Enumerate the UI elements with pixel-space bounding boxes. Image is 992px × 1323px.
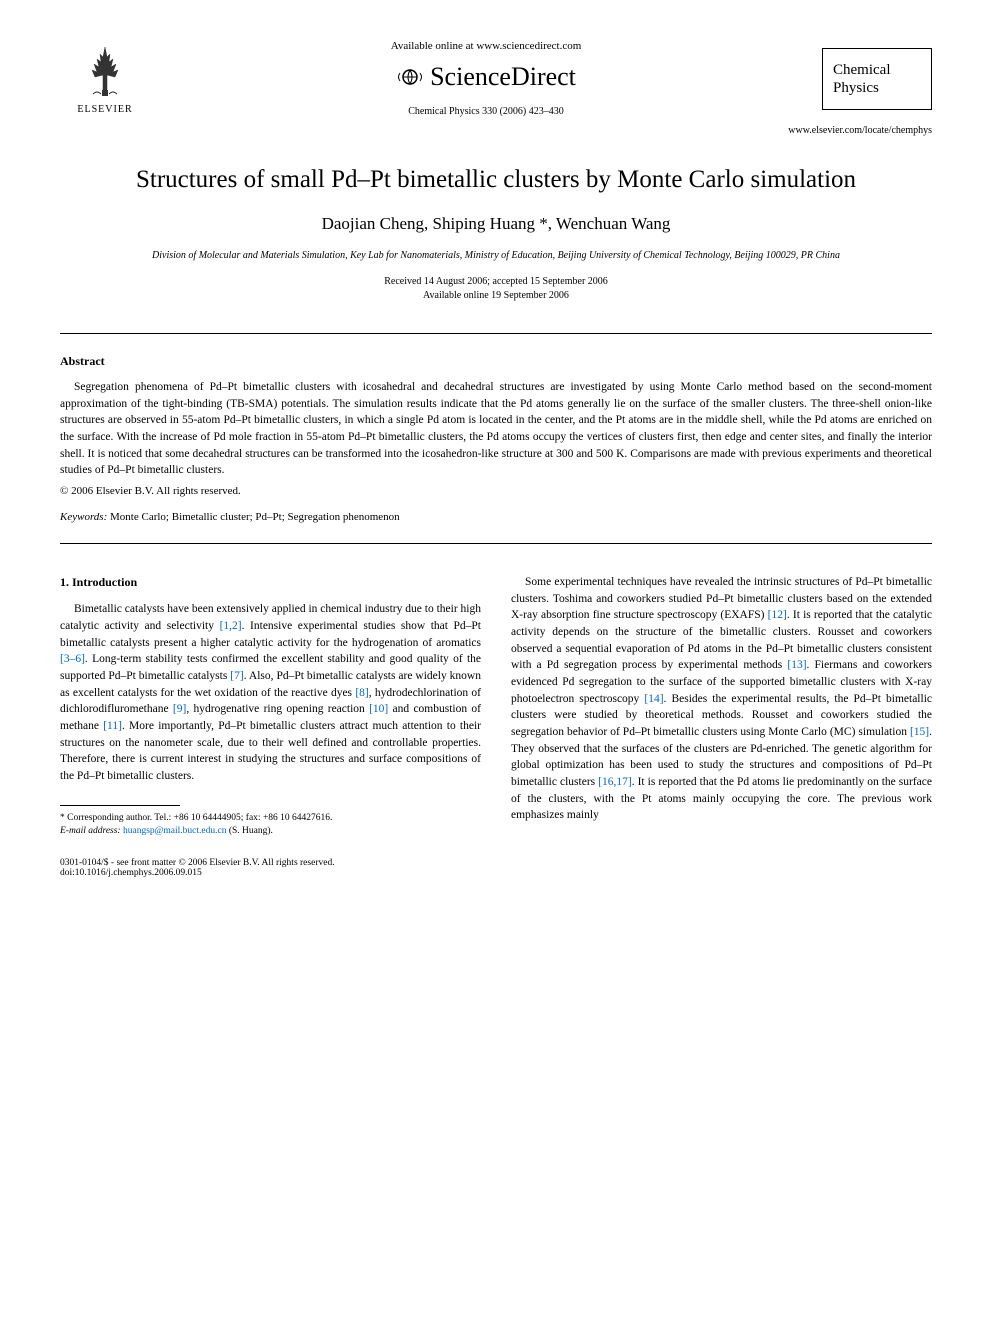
ref-link[interactable]: [14] bbox=[644, 693, 663, 705]
dates-online: Available online 19 September 2006 bbox=[423, 290, 569, 301]
divider-top bbox=[60, 333, 932, 334]
article-title: Structures of small Pd–Pt bimetallic clu… bbox=[60, 166, 932, 194]
abstract-heading: Abstract bbox=[60, 354, 932, 369]
ref-link[interactable]: [16,17] bbox=[598, 776, 632, 788]
email-link[interactable]: huangsp@mail.buct.edu.cn bbox=[123, 826, 226, 836]
dates-received: Received 14 August 2006; accepted 15 Sep… bbox=[384, 276, 608, 287]
journal-box-line1: Chemical bbox=[833, 61, 921, 79]
ref-link[interactable]: [9] bbox=[173, 703, 186, 715]
ref-link[interactable]: [12] bbox=[768, 609, 787, 621]
footer: 0301-0104/$ - see front matter © 2006 El… bbox=[60, 858, 932, 878]
sciencedirect-icon bbox=[396, 63, 424, 91]
ref-link[interactable]: [8] bbox=[355, 687, 368, 699]
abstract-text: Segregation phenomena of Pd–Pt bimetalli… bbox=[60, 379, 932, 479]
keywords-label: Keywords: bbox=[60, 511, 107, 523]
email-label: E-mail address: bbox=[60, 826, 121, 836]
elsevier-logo: ELSEVIER bbox=[60, 42, 150, 115]
journal-box: Chemical Physics bbox=[822, 48, 932, 110]
divider-bottom bbox=[60, 543, 932, 544]
affiliation: Division of Molecular and Materials Simu… bbox=[60, 249, 932, 263]
email-suffix: (S. Huang). bbox=[229, 826, 273, 836]
column-left: 1. Introduction Bimetallic catalysts hav… bbox=[60, 574, 481, 838]
intro-paragraph-1: Bimetallic catalysts have been extensive… bbox=[60, 601, 481, 784]
corresponding-author: * Corresponding author. Tel.: +86 10 644… bbox=[60, 812, 481, 825]
journal-url: www.elsevier.com/locate/chemphys bbox=[60, 125, 932, 136]
sciencedirect-logo: ScienceDirect bbox=[396, 62, 576, 92]
authors: Daojian Cheng, Shiping Huang *, Wenchuan… bbox=[60, 214, 932, 234]
intro-heading: 1. Introduction bbox=[60, 574, 481, 591]
ref-link[interactable]: [13] bbox=[787, 659, 806, 671]
header-row: ELSEVIER Available online at www.science… bbox=[60, 40, 932, 117]
available-online-text: Available online at www.sciencedirect.co… bbox=[150, 40, 822, 52]
column-right: Some experimental techniques have reveal… bbox=[511, 574, 932, 838]
email-line: E-mail address: huangsp@mail.buct.edu.cn… bbox=[60, 825, 481, 838]
keywords-text: Monte Carlo; Bimetallic cluster; Pd–Pt; … bbox=[110, 511, 400, 523]
body-columns: 1. Introduction Bimetallic catalysts hav… bbox=[60, 574, 932, 838]
ref-link[interactable]: [1,2] bbox=[220, 620, 242, 632]
ref-link[interactable]: [10] bbox=[369, 703, 388, 715]
ref-link[interactable]: [7] bbox=[230, 670, 243, 682]
footnote-divider bbox=[60, 805, 180, 806]
ref-link[interactable]: [11] bbox=[103, 720, 122, 732]
elsevier-tree-icon bbox=[75, 42, 135, 102]
dates: Received 14 August 2006; accepted 15 Sep… bbox=[60, 275, 932, 303]
footer-copyright: 0301-0104/$ - see front matter © 2006 El… bbox=[60, 858, 932, 868]
journal-reference: Chemical Physics 330 (2006) 423–430 bbox=[150, 106, 822, 117]
abstract-copyright: © 2006 Elsevier B.V. All rights reserved… bbox=[60, 485, 932, 497]
footnote: * Corresponding author. Tel.: +86 10 644… bbox=[60, 812, 481, 839]
ref-link[interactable]: [15] bbox=[910, 726, 929, 738]
elsevier-label: ELSEVIER bbox=[77, 104, 132, 115]
intro-paragraph-2: Some experimental techniques have reveal… bbox=[511, 574, 932, 824]
sciencedirect-text: ScienceDirect bbox=[430, 62, 576, 92]
footer-doi: doi:10.1016/j.chemphys.2006.09.015 bbox=[60, 868, 932, 878]
keywords: Keywords: Monte Carlo; Bimetallic cluste… bbox=[60, 511, 932, 523]
journal-box-line2: Physics bbox=[833, 79, 921, 97]
center-header: Available online at www.sciencedirect.co… bbox=[150, 40, 822, 117]
ref-link[interactable]: [3–6] bbox=[60, 653, 85, 665]
